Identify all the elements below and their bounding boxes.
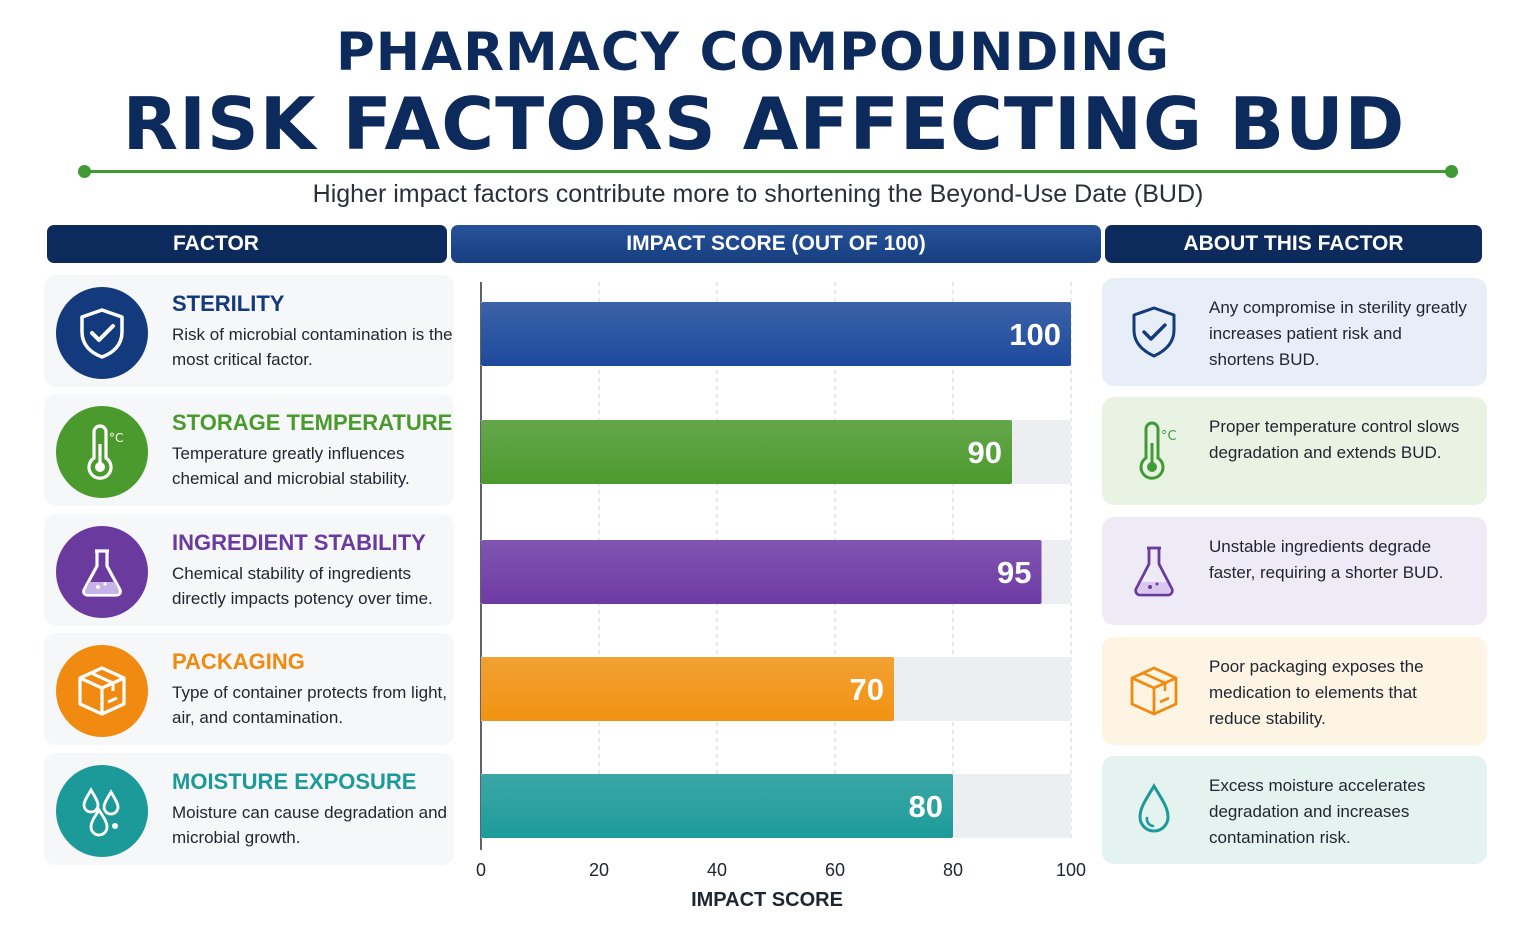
factor-row-ingredient-stability: INGREDIENT STABILITY Chemical stability … (44, 514, 454, 626)
package-icon (78, 666, 126, 716)
x-tick-label: 0 (476, 860, 486, 880)
impact-score-bar-chart: 0 20 40 60 80 100 100 90 95 70 80 IMPACT SCORE (476, 282, 1086, 911)
about-box-ingredient-stability: Unstable ingredients degrade faster, req… (1102, 517, 1487, 625)
factor-row-moisture-exposure: MOISTURE EXPOSURE Moisture can cause deg… (44, 753, 454, 865)
shield-check-icon (80, 308, 124, 359)
about-text: Any compromise in sterility greatly incr… (1209, 298, 1467, 369)
thermometer-icon: °C (1139, 421, 1177, 480)
factor-name: PACKAGING (172, 649, 305, 674)
divider-line (84, 170, 1452, 173)
factor-name: STORAGE TEMPERATURE (172, 410, 453, 435)
water-drop-icon (1138, 783, 1170, 833)
about-text: Unstable ingredients degrade faster, req… (1209, 537, 1444, 582)
bar-value-label: 100 (1009, 317, 1061, 352)
title-line-2: RISK FACTORS AFFECTING BUD (122, 82, 1406, 166)
factor-description: Type of container protects from light, a… (172, 683, 447, 727)
factor-name: INGREDIENT STABILITY (172, 530, 426, 555)
title-line-1: PHARMACY COMPOUNDING (335, 22, 1171, 83)
bar (481, 657, 894, 721)
about-box-packaging: Poor packaging exposes the medication to… (1102, 637, 1487, 745)
x-tick-label: 80 (943, 860, 963, 880)
about-column-header: ABOUT THIS FACTOR (1105, 225, 1482, 263)
thermometer-icon: °C (87, 424, 123, 480)
bar-value-label: 90 (968, 435, 1002, 470)
flask-icon (1134, 546, 1174, 597)
bar-value-label: 80 (909, 789, 943, 824)
factor-description: Risk of microbial contamination is the m… (172, 325, 453, 369)
x-axis-label: IMPACT SCORE (691, 889, 843, 911)
about-box-moisture-exposure: Excess moisture accelerates degradation … (1102, 756, 1487, 864)
bar (481, 774, 953, 838)
factor-circle-moisture (56, 765, 148, 857)
factor-row-storage-temperature: °C STORAGE TEMPERATURE Temperature great… (44, 394, 454, 506)
factor-circle-packaging (56, 645, 148, 737)
shield-check-icon (1132, 306, 1176, 358)
factor-description: Moisture can cause degradation and micro… (172, 803, 448, 847)
about-text: Poor packaging exposes the medication to… (1209, 657, 1424, 728)
bar-value-label: 70 (850, 672, 884, 707)
package-icon (1130, 666, 1178, 716)
factor-name: MOISTURE EXPOSURE (172, 769, 417, 794)
divider-dot-left (78, 165, 91, 178)
about-box-storage-temperature: °C Proper temperature control slows degr… (1102, 397, 1487, 505)
factor-row-sterility: STERILITY Risk of microbial contaminatio… (44, 275, 454, 387)
bar (481, 420, 1012, 484)
about-text: Excess moisture accelerates degradation … (1209, 776, 1426, 847)
flask-icon (82, 549, 122, 597)
x-tick-label: 40 (707, 860, 727, 880)
svg-text:°C: °C (1161, 429, 1177, 444)
bar (481, 302, 1071, 366)
factor-circle-temperature: °C (56, 406, 148, 498)
x-tick-label: 20 (589, 860, 609, 880)
x-tick-label: 100 (1056, 860, 1086, 880)
water-drops-icon (82, 787, 120, 837)
x-tick-label: 60 (825, 860, 845, 880)
factor-row-packaging: PACKAGING Type of container protects fro… (44, 633, 454, 745)
factor-name: STERILITY (172, 291, 285, 316)
about-text: Proper temperature control slows degrada… (1209, 417, 1460, 462)
divider-dot-right (1445, 165, 1458, 178)
factor-circle-ingredient (56, 526, 148, 618)
about-box-sterility: Any compromise in sterility greatly incr… (1102, 278, 1487, 386)
factor-circle-sterility (56, 287, 148, 379)
factor-description: Temperature greatly influences chemical … (172, 444, 410, 488)
bar (481, 540, 1042, 604)
subtitle: Higher impact factors contribute more to… (312, 180, 1204, 208)
impact-column-header: IMPACT SCORE (OUT OF 100) (451, 225, 1101, 263)
factor-column-header: FACTOR (47, 225, 447, 263)
factor-description: Chemical stability of ingredients direct… (172, 564, 433, 608)
bar-value-label: 95 (997, 555, 1031, 590)
svg-text:°C: °C (109, 431, 123, 445)
